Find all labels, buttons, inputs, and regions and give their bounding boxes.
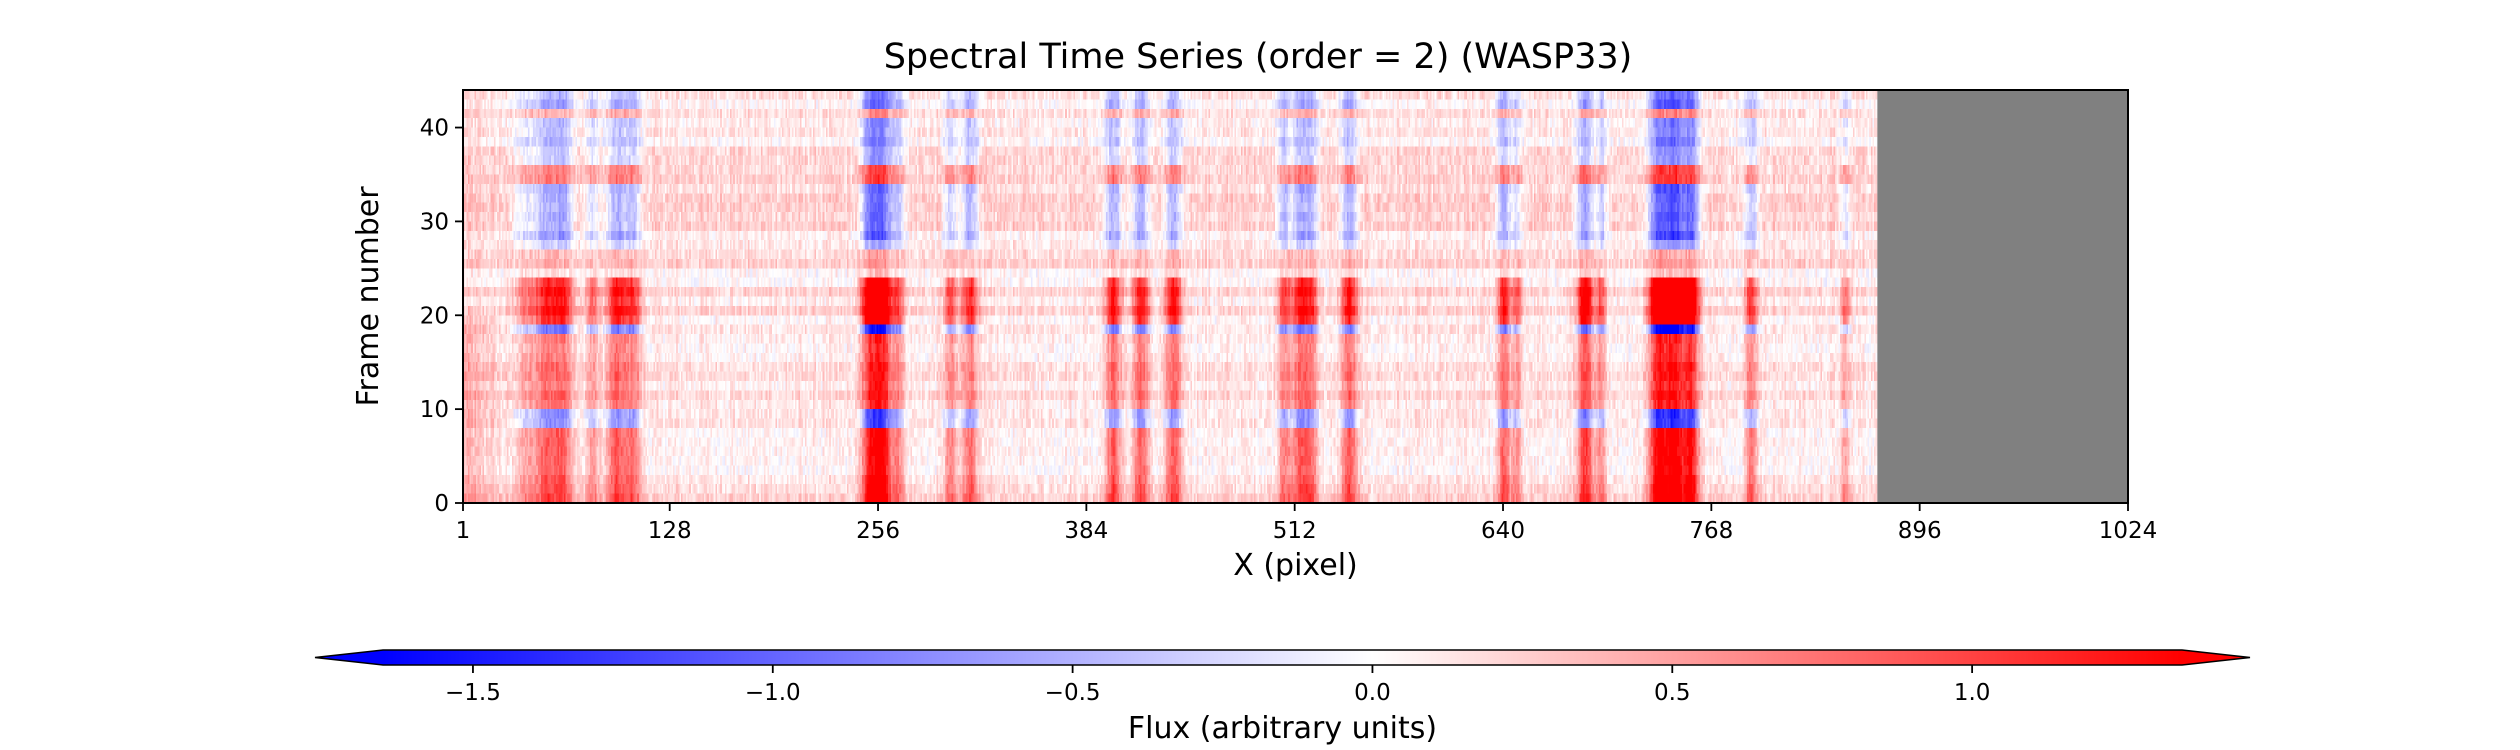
x-tick-label: 512 bbox=[1273, 518, 1317, 544]
x-tick-label: 1024 bbox=[2099, 518, 2158, 544]
colorbar-extend-min-arrow bbox=[315, 650, 383, 665]
colorbar-outline bbox=[314, 649, 2251, 666]
heatmap-image bbox=[463, 90, 1878, 503]
masked-region-fill bbox=[1877, 90, 2128, 503]
chart-title: Spectral Time Series (order = 2) (WASP33… bbox=[884, 37, 1633, 77]
x-tick-label: 896 bbox=[1898, 518, 1942, 544]
x-tick-label: 256 bbox=[856, 518, 900, 544]
colorbar-tick-label: −1.5 bbox=[445, 680, 501, 706]
y-axis-label: Frame number bbox=[351, 186, 386, 407]
x-tick-label: 768 bbox=[1689, 518, 1733, 544]
colorbar-label: Flux (arbitrary units) bbox=[1128, 711, 1437, 746]
colorbar-tick-label: 0.0 bbox=[1354, 680, 1391, 706]
colorbar-tick-label: 1.0 bbox=[1954, 680, 1991, 706]
x-tick-label: 384 bbox=[1064, 518, 1108, 544]
y-tick-label: 40 bbox=[420, 116, 449, 142]
y-tick-label: 20 bbox=[420, 303, 449, 329]
masked-region bbox=[1877, 90, 2128, 503]
x-axis-label: X (pixel) bbox=[1233, 548, 1358, 583]
colorbar-tick-label: −1.0 bbox=[745, 680, 801, 706]
colorbar-gradient bbox=[383, 650, 2182, 665]
y-tick-label: 30 bbox=[420, 209, 449, 235]
x-axis-ticks: 1 128 256 384 512 640 768 896 1024 bbox=[456, 503, 2158, 544]
y-axis-ticks: 0 10 20 30 40 bbox=[420, 116, 463, 517]
colorbar-tick-label: −0.5 bbox=[1045, 680, 1101, 706]
y-tick-label: 10 bbox=[420, 397, 449, 423]
colorbar: −1.5 −1.0 −0.5 0.0 0.5 1.0 bbox=[314, 649, 2251, 706]
colorbar-ticks: −1.5 −1.0 −0.5 0.0 0.5 1.0 bbox=[445, 665, 1990, 706]
colorbar-extend-max-arrow bbox=[2182, 650, 2250, 665]
x-tick-label: 1 bbox=[456, 518, 471, 544]
heatmap-cells bbox=[463, 90, 1878, 503]
y-tick-label: 0 bbox=[434, 491, 449, 517]
x-tick-label: 640 bbox=[1481, 518, 1525, 544]
x-tick-label: 128 bbox=[648, 518, 692, 544]
colorbar-tick-label: 0.5 bbox=[1654, 680, 1691, 706]
